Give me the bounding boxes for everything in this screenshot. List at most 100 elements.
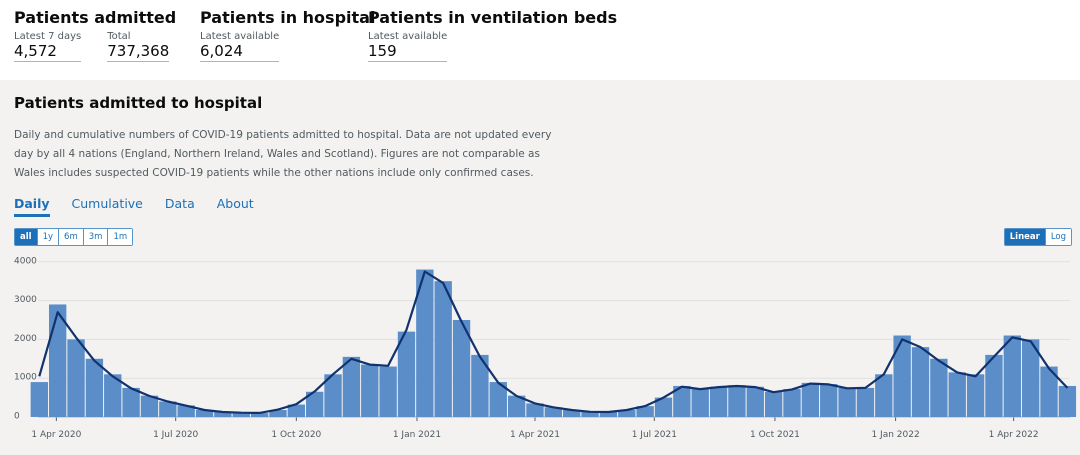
x-tick-label: 1 Oct 2020 xyxy=(271,430,321,440)
bar xyxy=(232,412,250,417)
bar xyxy=(966,374,985,417)
bar xyxy=(783,389,801,417)
panel-description: Daily and cumulative numbers of COVID-19… xyxy=(14,129,552,179)
y-tick-label: 2000 xyxy=(14,334,37,344)
bar xyxy=(67,339,85,417)
tabs: Daily Cumulative Data About xyxy=(14,196,276,217)
bar xyxy=(709,386,728,417)
bar xyxy=(195,410,214,417)
bar xyxy=(893,335,911,417)
bar xyxy=(911,347,930,417)
bar xyxy=(618,410,636,417)
stat-cell: Total 737,368 xyxy=(107,31,170,62)
bar xyxy=(1003,335,1021,417)
bar xyxy=(159,401,177,417)
bar xyxy=(379,366,397,417)
bar xyxy=(654,397,673,417)
bar xyxy=(875,374,893,417)
x-tick-label: 1 Oct 2021 xyxy=(750,430,800,440)
bar xyxy=(122,387,140,417)
stat-value: 6,024 xyxy=(200,42,280,62)
bar xyxy=(1021,339,1040,417)
x-tick-label: 1 Apr 2021 xyxy=(510,430,560,440)
x-tick-label: 1 Apr 2020 xyxy=(31,430,81,440)
y-tick-label: 4000 xyxy=(14,256,37,266)
bar xyxy=(764,391,783,417)
bar xyxy=(544,407,563,417)
average-line xyxy=(38,270,1069,414)
range-button[interactable]: 3m xyxy=(83,229,109,245)
bar xyxy=(30,382,48,417)
bar xyxy=(526,403,544,417)
tab[interactable]: Daily xyxy=(14,196,50,217)
x-tick-label: 1 Jan 2021 xyxy=(393,430,441,440)
tab[interactable]: Data xyxy=(164,196,195,211)
stat-cell: Latest available 6,024 xyxy=(200,31,280,62)
bar xyxy=(416,269,434,417)
bar xyxy=(324,374,342,417)
bar xyxy=(599,411,618,417)
stat-label: Latest available xyxy=(200,31,280,42)
bar xyxy=(214,411,232,417)
bar xyxy=(673,385,691,417)
stat: Patients in ventilation beds Latest avai… xyxy=(368,8,617,62)
bar xyxy=(397,331,416,417)
stat: Patients admitted Latest 7 days 4,572 Tota… xyxy=(14,8,195,62)
stat-value: 4,572 xyxy=(14,42,82,62)
bar xyxy=(801,382,820,417)
bar xyxy=(48,304,67,417)
bar xyxy=(140,395,159,417)
x-tick-label: 1 Jan 2022 xyxy=(871,430,919,440)
scale-button[interactable]: Linear xyxy=(1004,229,1046,245)
bar xyxy=(1040,366,1058,417)
bar xyxy=(691,389,709,417)
stat-label: Latest 7 days xyxy=(14,31,82,42)
bar xyxy=(1058,385,1077,417)
bar xyxy=(452,319,471,417)
x-tick-label: 1 Apr 2022 xyxy=(989,430,1039,440)
stat-title: Patients admitted xyxy=(14,8,177,27)
bar xyxy=(563,410,581,417)
stat-cell: Latest 7 days 4,572 xyxy=(14,31,82,62)
bar xyxy=(838,387,856,417)
bar xyxy=(342,356,361,417)
stat-cell: Latest available 159 xyxy=(368,31,448,62)
bar xyxy=(361,364,379,417)
stat-label: Latest available xyxy=(368,31,448,42)
bar xyxy=(930,358,948,417)
stat: Patients in hospital Latest available 6,0… xyxy=(200,8,375,62)
stat-value: 737,368 xyxy=(107,42,170,62)
range-button[interactable]: 1m xyxy=(108,229,133,245)
bar xyxy=(104,374,122,417)
range-buttons: all 1y 6m 3m 1m xyxy=(14,228,134,246)
tab[interactable]: Cumulative xyxy=(71,196,143,211)
stat-title: Patients in hospital xyxy=(200,8,376,27)
range-button[interactable]: 1y xyxy=(37,229,60,245)
y-tick-label: 0 xyxy=(14,412,20,422)
range-button[interactable]: all xyxy=(15,229,38,245)
stat-title: Patients in ventilation beds xyxy=(368,8,618,27)
bar xyxy=(636,406,654,417)
bar xyxy=(507,395,526,417)
chart: 0 1000 2000 3000 4000 1 Apr 2020 1 Jul 2020 1 O… xyxy=(14,256,1077,440)
bar xyxy=(85,358,104,417)
chart-panel: Patients admitted to hospital Daily and … xyxy=(0,80,1080,455)
bar xyxy=(856,387,875,417)
bar xyxy=(581,411,599,417)
bar xyxy=(269,410,287,417)
bar xyxy=(471,354,489,417)
x-tick-label: 1 Jul 2021 xyxy=(632,430,677,440)
range-button[interactable]: 6m xyxy=(59,229,84,245)
bar xyxy=(489,382,507,417)
stat-value: 159 xyxy=(368,42,448,62)
x-tick-label: 1 Jul 2020 xyxy=(153,430,198,440)
bar xyxy=(306,391,324,417)
scale-buttons: Linear Log xyxy=(1003,228,1072,246)
bar xyxy=(746,386,764,417)
bar xyxy=(287,404,306,417)
scale-button[interactable]: Log xyxy=(1045,229,1071,245)
bar xyxy=(948,372,966,417)
bar xyxy=(728,385,746,417)
tab[interactable]: About xyxy=(216,196,254,211)
